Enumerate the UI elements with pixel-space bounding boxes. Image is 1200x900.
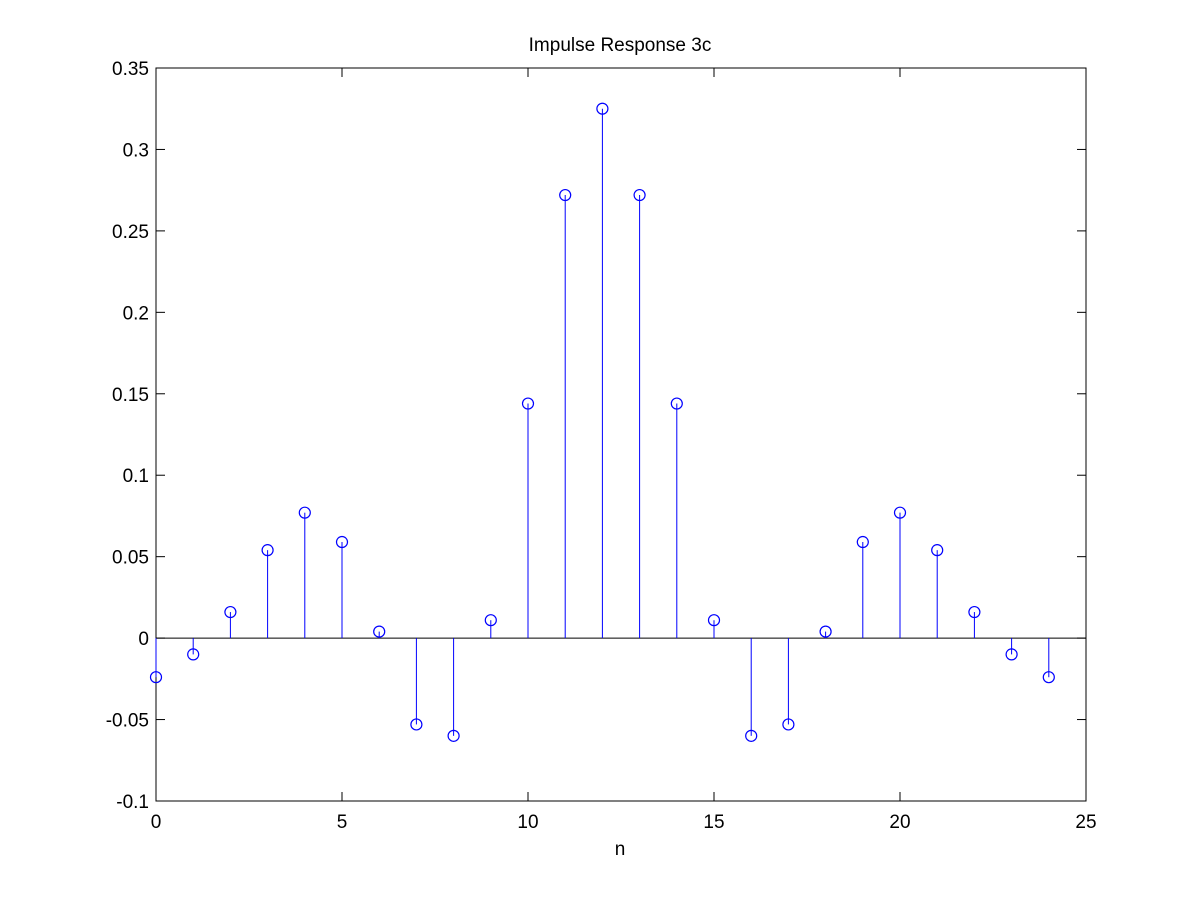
stem-marker — [856, 535, 869, 549]
stem-marker — [335, 535, 349, 549]
stem-marker — [931, 544, 944, 557]
y-tick-label: 0.1 — [123, 466, 149, 487]
stem-marker — [521, 397, 535, 410]
x-tick-label: 25 — [1075, 812, 1096, 833]
stem-marker — [1005, 648, 1018, 661]
x-tick-label: 15 — [703, 812, 724, 833]
stem-marker — [782, 718, 795, 731]
y-tick-label: 0.15 — [112, 385, 149, 406]
stem-marker — [1042, 671, 1055, 684]
stem-marker — [968, 605, 981, 619]
x-axis-label: n — [615, 839, 626, 860]
y-tick-label: 0.35 — [112, 59, 149, 80]
x-tick-label: 20 — [889, 812, 910, 833]
y-tick-label: -0.1 — [116, 792, 149, 813]
chart-title: Impulse Response 3c — [529, 35, 712, 56]
stem-marker — [745, 729, 758, 742]
stem-marker — [447, 729, 460, 742]
axes-box — [155, 67, 1087, 802]
stem-marker — [819, 625, 832, 638]
stem-marker — [484, 614, 497, 627]
stem-marker — [670, 397, 683, 410]
stem-marker — [633, 188, 646, 202]
stem-marker — [559, 188, 572, 202]
stem-marker — [596, 102, 609, 115]
y-tick-label: 0.3 — [123, 140, 149, 161]
y-tick-label: 0.05 — [112, 548, 149, 569]
x-tick-label: 0 — [151, 812, 162, 833]
stem-series — [149, 102, 1055, 742]
stem-marker — [298, 506, 311, 519]
y-tick-label: 0.2 — [123, 303, 149, 324]
stem-marker — [410, 718, 423, 731]
axis-ticks: 0 5 10 15 20 25 -0.1 -0.05 0 0.05 0.1 0.15 0.2 0.25 0.… — [106, 59, 1097, 833]
y-tick-label: 0.25 — [112, 222, 149, 243]
stem-marker — [149, 671, 163, 684]
stem-marker — [187, 648, 200, 661]
stem-marker — [373, 625, 386, 638]
stem-marker — [707, 614, 721, 627]
stem-marker — [893, 506, 907, 519]
stem-marker — [261, 544, 274, 557]
x-tick-label: 10 — [517, 812, 538, 833]
x-tick-label: 5 — [337, 812, 348, 833]
y-tick-label: 0 — [138, 629, 149, 650]
y-tick-label: -0.05 — [106, 711, 149, 732]
stem-marker — [224, 605, 237, 619]
